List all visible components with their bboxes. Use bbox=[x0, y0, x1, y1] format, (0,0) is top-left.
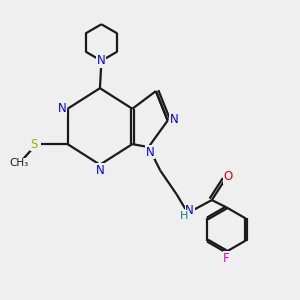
Text: N: N bbox=[58, 102, 67, 115]
Text: N: N bbox=[97, 54, 105, 67]
Text: N: N bbox=[96, 164, 104, 176]
Text: S: S bbox=[31, 138, 38, 151]
Text: H: H bbox=[180, 211, 188, 221]
Text: N: N bbox=[170, 112, 178, 126]
Text: N: N bbox=[185, 204, 194, 217]
Text: F: F bbox=[223, 252, 230, 265]
Text: CH₃: CH₃ bbox=[9, 158, 28, 168]
Text: N: N bbox=[146, 146, 154, 159]
Text: O: O bbox=[224, 170, 233, 183]
